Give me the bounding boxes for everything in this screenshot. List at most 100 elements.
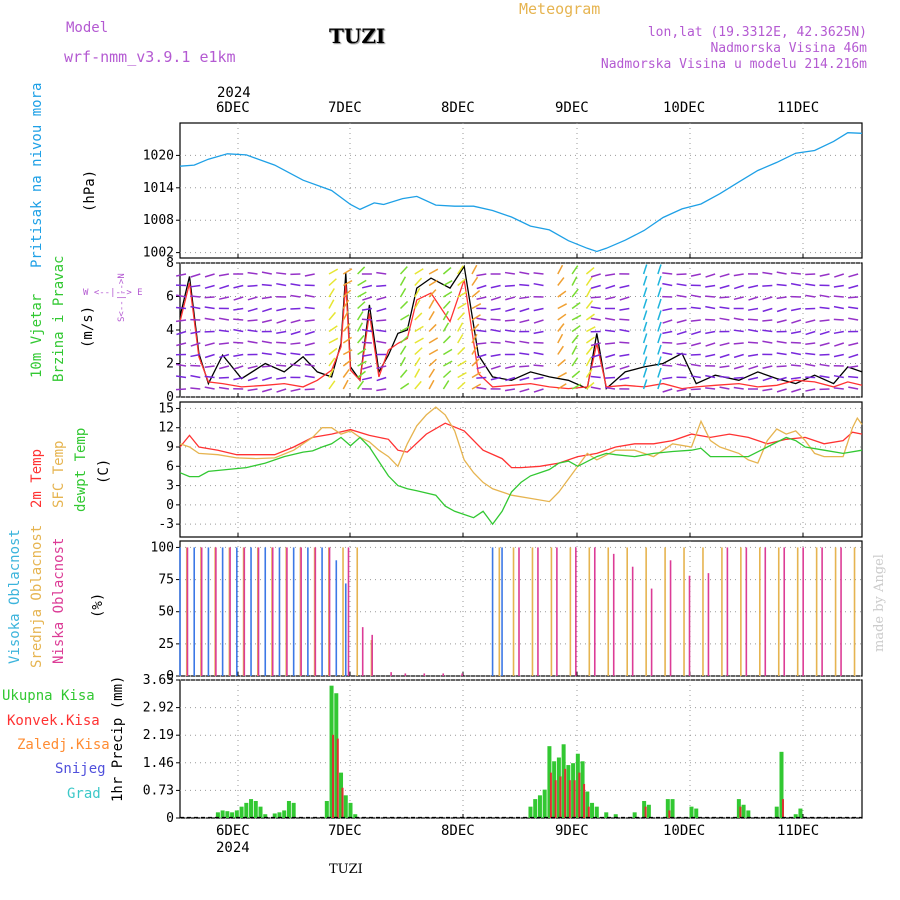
panel-4-bar-1-9 [578, 772, 581, 818]
wind-arrow-7-9 [304, 306, 315, 310]
panel-3-bar-1-33 [853, 547, 856, 676]
wind-arrow-5-40 [748, 328, 759, 333]
wind-arrow-2-36 [690, 363, 701, 367]
panel-4-bar-0-2 [225, 811, 230, 818]
wind-arrow-7-14 [376, 307, 387, 313]
wind-arrow-9-1 [190, 284, 201, 288]
wind-arrow-7-4 [233, 307, 244, 311]
wind-arrow-6-20 [471, 314, 481, 321]
wind-arrow-10-27 [571, 265, 579, 275]
panel-4-bar-0-22 [353, 814, 358, 818]
panel-3-bar-2-5 [257, 547, 260, 676]
wind-arrow-3-32 [642, 344, 648, 355]
wind-arrow-7-19 [457, 302, 467, 310]
wind-arrow-4-8 [290, 342, 301, 345]
panel-3-bar-2-30 [726, 547, 729, 676]
panel-3-bar-2-24 [612, 553, 615, 676]
panel-3-ytick-label-3: 75 [158, 573, 174, 588]
wind-arrow-8-24 [519, 296, 530, 300]
wind-arrow-9-47 [848, 284, 859, 290]
wind-arrow-8-8 [290, 294, 301, 298]
wind-arrow-9-33 [657, 275, 662, 286]
wind-arrow-6-7 [276, 319, 287, 324]
wind-arrow-8-9 [304, 294, 315, 298]
panel-4-bar-0-6 [244, 802, 249, 818]
wind-arrow-5-30 [604, 329, 616, 333]
wind-arrow-9-29 [590, 284, 601, 289]
wind-arrow-6-10 [328, 311, 337, 321]
panel-4-frame [179, 679, 863, 819]
wind-arrow-1-17 [428, 368, 436, 378]
wind-arrow-3-38 [719, 353, 730, 359]
wind-arrow-3-17 [428, 348, 439, 356]
panel-4-bar-0-25 [537, 795, 542, 818]
wind-arrow-9-7 [276, 282, 287, 287]
wind-arrow-0-24 [519, 388, 530, 393]
wind-arrow-2-44 [805, 363, 816, 367]
wind-arrow-8-22 [490, 296, 501, 301]
wind-arrow-3-15 [399, 345, 407, 355]
panel-3-bar-0-0 [179, 547, 181, 676]
wind-arrow-8-27 [571, 288, 579, 298]
wind-arrow-4-3 [218, 342, 229, 345]
wind-arrow-8-41 [762, 296, 773, 301]
wind-arrow-9-26 [557, 277, 565, 286]
wind-arrow-10-39 [733, 273, 744, 277]
wind-arrow-6-4 [233, 318, 244, 321]
panel-4-bar-1-13 [668, 810, 671, 818]
wind-arrow-2-6 [261, 365, 272, 368]
wind-arrow-3-16 [414, 347, 423, 356]
wind-arrow-5-45 [819, 330, 830, 336]
wind-arrow-3-1 [190, 353, 201, 358]
wind-arrow-3-42 [776, 352, 787, 356]
wind-arrow-5-26 [557, 323, 565, 332]
panel-2-ytick-label-5: 12 [158, 421, 174, 436]
wind-arrow-6-12 [356, 311, 364, 321]
panel-3-bar-2-8 [300, 547, 302, 676]
wind-arrow-3-29 [590, 353, 601, 359]
wind-arrow-8-5 [247, 296, 258, 301]
wind-arrow-8-29 [590, 296, 601, 299]
wind-arrow-0-27 [571, 383, 582, 390]
panel-0-series-0 [179, 132, 863, 253]
panel-3-bar-1-32 [834, 547, 837, 676]
panel-4-bar-0-40 [632, 812, 637, 818]
panel-3-bar-2-4 [243, 547, 246, 676]
wind-arrow-5-15 [400, 325, 410, 333]
panel-3-bar-2-2 [215, 547, 217, 676]
wind-arrow-8-4 [233, 296, 244, 301]
panel-4-bar-0-36 [590, 802, 595, 818]
wind-arrow-6-5 [247, 319, 258, 322]
panel-3-ytick-label-4: 100 [151, 540, 174, 555]
wind-arrow-5-46 [833, 330, 844, 335]
wind-arrow-6-15 [400, 314, 410, 321]
wind-arrow-10-45 [819, 273, 830, 277]
wind-arrow-6-11 [342, 310, 349, 321]
wind-arrow-7-6 [262, 307, 273, 313]
wind-arrow-1-34 [662, 376, 673, 380]
wind-arrow-0-11 [342, 379, 349, 390]
wind-arrow-0-12 [356, 380, 365, 390]
wind-arrow-8-10 [328, 288, 335, 298]
wind-arrow-4-42 [776, 340, 787, 344]
wind-arrow-10-30 [605, 273, 616, 277]
panel-3-bar-1-11 [342, 547, 344, 676]
wind-arrow-3-34 [662, 351, 673, 356]
panel-4-bar-0-29 [556, 757, 561, 818]
wind-arrow-2-30 [605, 365, 616, 370]
wind-arrow-4-30 [604, 342, 616, 345]
wind-arrow-7-20 [471, 303, 482, 310]
wind-arrow-1-4 [233, 376, 244, 381]
lonlat-label: lon,lat (19.3312E, 42.3625N) [647, 25, 867, 40]
wind-arrow-9-22 [490, 284, 501, 289]
wind-arrow-3-39 [733, 353, 744, 359]
panel-4-bar-0-33 [575, 753, 580, 818]
wind-arrow-5-33 [657, 321, 662, 332]
panel-3-bar-2-22 [575, 547, 577, 676]
wind-arrow-9-17 [428, 279, 438, 287]
wind-arrow-9-20 [471, 276, 479, 286]
wind-arrow-4-13 [361, 341, 372, 344]
wind-arrow-6-37 [705, 318, 716, 321]
panel-4-bar-0-10 [263, 814, 268, 818]
